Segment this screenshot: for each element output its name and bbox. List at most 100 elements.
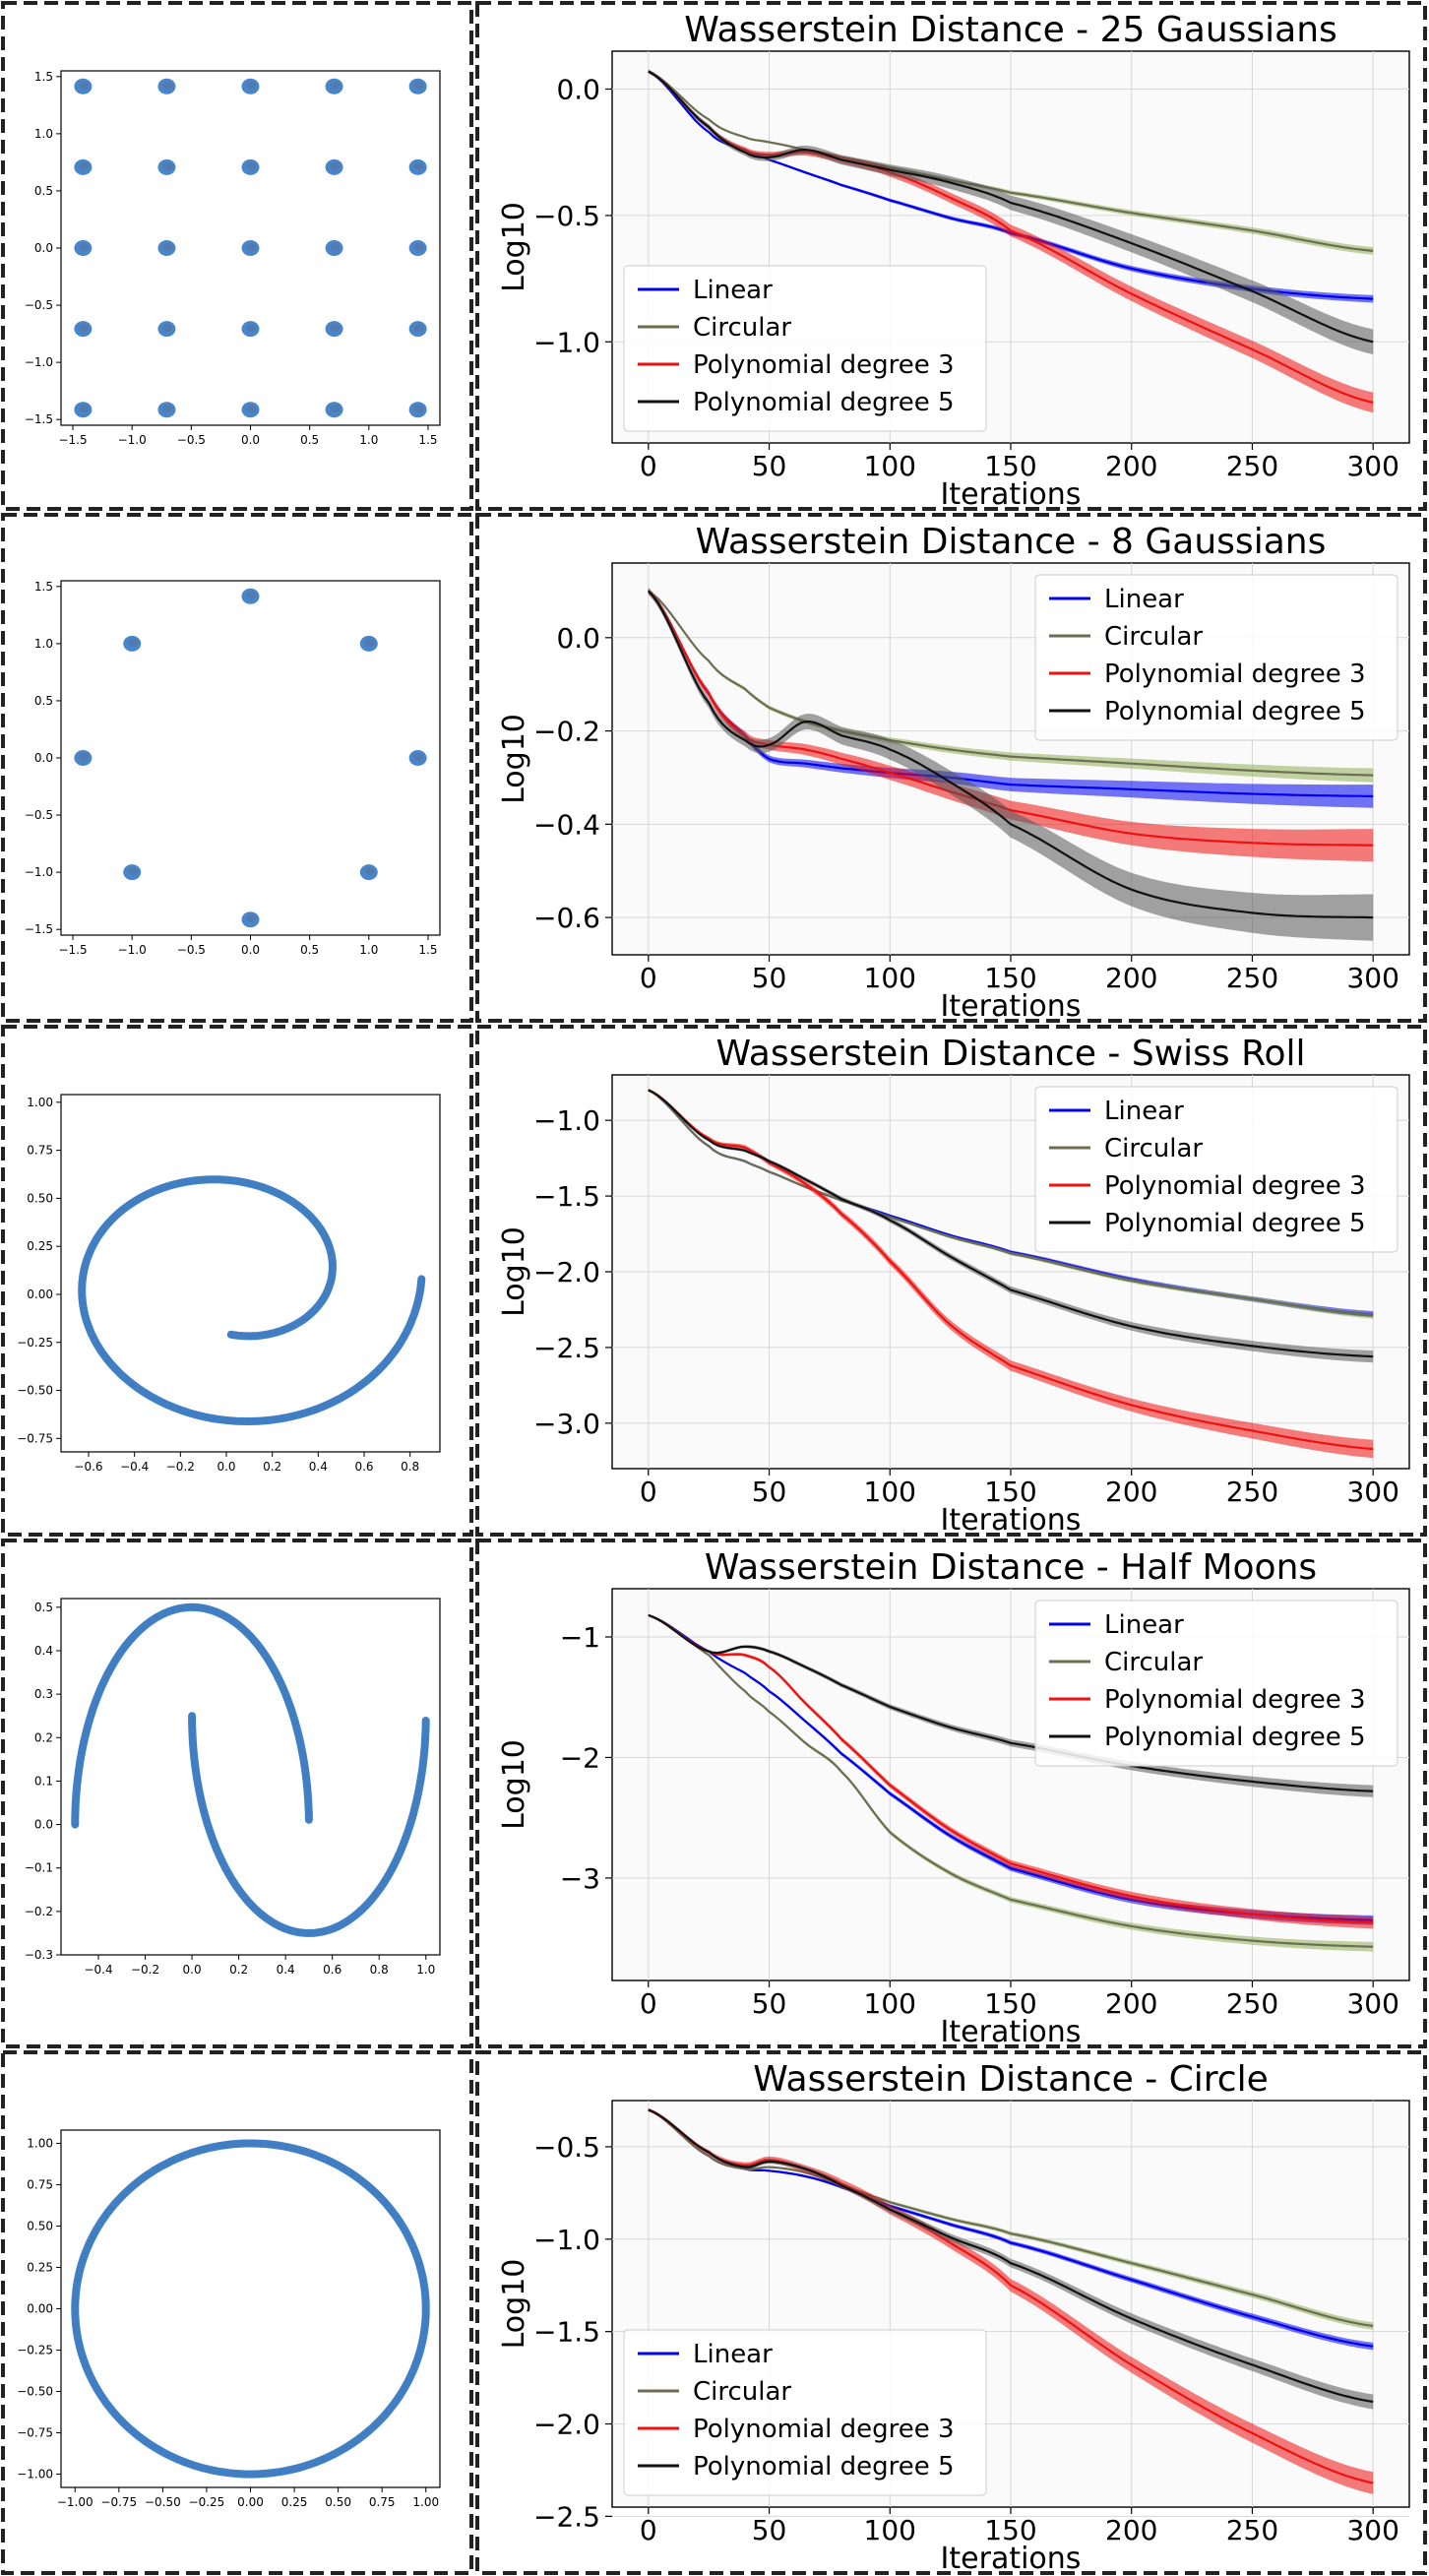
scatter-points: [74, 588, 427, 928]
y-tick-label: −2.0: [533, 1256, 600, 1288]
series-line-linear: [648, 2108, 1374, 2348]
confidence-band-poly3: [648, 1614, 1374, 1929]
x-tick-label: 50: [752, 1476, 787, 1508]
x-tick-label: 50: [752, 962, 787, 994]
point-cluster-core: [79, 161, 90, 170]
point-cluster-core: [79, 324, 90, 333]
scatter-axes: [60, 1094, 441, 1453]
y-axis-label: Log10: [497, 2259, 531, 2350]
y-tick-label: −1.5: [533, 2316, 600, 2349]
chart-title: Wasserstein Distance - Half Moons: [705, 1547, 1317, 1588]
x-tick-label: 1.0: [416, 1963, 435, 1977]
x-tick-label: 100: [864, 962, 916, 994]
y-tick-label: 0.2: [34, 1730, 53, 1744]
x-tick-label: 0.5: [300, 943, 319, 957]
x-tick-label: 0: [640, 1476, 657, 1508]
scatter-chart-25-gaussians: −1.5 −1.0 −0.5 0.0 0.5 1.0 1.5 −1.5 −1.0 −0.5 0.0 0…: [25, 70, 441, 447]
legend-label: Circular: [1104, 1648, 1203, 1677]
frame-left-2: [1, 1025, 473, 1537]
confidence-band-poly5: [648, 2108, 1374, 2410]
x-tick-label: −0.50: [145, 2495, 181, 2509]
x-tick-label: −0.25: [189, 2495, 225, 2509]
point-cluster-core: [246, 161, 257, 170]
frame-left-1: [1, 513, 473, 1023]
legend: Linear Circular Polynomial degree 3 Polynom…: [623, 265, 987, 432]
y-tick-label: 0.75: [27, 2177, 53, 2191]
point-cluster-core: [364, 638, 375, 647]
x-tick-label: 0: [640, 1987, 657, 2020]
y-tick-label: 1.5: [34, 70, 53, 84]
x-tick-label: 0: [640, 962, 657, 994]
y-tick-label: −2.5: [533, 2500, 600, 2533]
x-tick-label: 50: [752, 1987, 787, 2020]
y-tick-label: −1.0: [533, 1104, 600, 1137]
chart-title: Wasserstein Distance - 8 Gaussians: [696, 522, 1327, 562]
x-tick-label: 0.4: [277, 1963, 295, 1977]
point-cluster-core: [413, 324, 424, 333]
frame-left-3: [1, 1539, 473, 2048]
legend: Linear Circular Polynomial degree 3 Polynom…: [1034, 1600, 1398, 1767]
x-tick-label: 200: [1105, 2514, 1157, 2546]
legend-box: [1034, 574, 1398, 741]
x-tick-label: 100: [864, 2514, 916, 2546]
y-tick-label: −0.5: [25, 808, 53, 822]
legend-label: Polynomial degree 5: [693, 2452, 955, 2482]
frame-right-1: [475, 513, 1427, 1023]
y-tick-label: −1.0: [25, 355, 53, 369]
y-tick-label: 0.75: [27, 1144, 53, 1158]
legend: Linear Circular Polynomial degree 3 Polynom…: [623, 2329, 987, 2496]
point-cluster-core: [162, 405, 173, 413]
x-tick-label: 250: [1226, 450, 1278, 482]
x-axis-label: Iterations: [941, 989, 1082, 1024]
scatter-chart-swiss-roll: −0.6 −0.4 −0.2 0.0 0.2 0.4 0.6 0.8 −0.75 −0.50 −0.…: [17, 1094, 441, 1474]
legend-label: Circular: [1104, 1134, 1203, 1163]
x-tick-label: 300: [1346, 2514, 1398, 2546]
x-tick-label: 100: [864, 450, 916, 482]
y-tick-label: 0.4: [34, 1644, 53, 1658]
point-cluster-core: [246, 914, 257, 923]
x-tick-label: 1.0: [359, 433, 378, 447]
point-cluster-core: [413, 405, 424, 413]
legend-label: Polynomial degree 5: [1104, 1723, 1366, 1752]
x-tick-label: 200: [1105, 450, 1157, 482]
scatter-points: [71, 2139, 430, 2479]
x-tick-label: −0.5: [177, 433, 206, 447]
y-tick-label: −0.2: [25, 1905, 53, 1918]
chart-title: Wasserstein Distance - Circle: [753, 2059, 1268, 2100]
y-tick-label: −0.25: [17, 2344, 53, 2357]
x-tick-label: 0.0: [183, 1963, 202, 1977]
y-tick-label: 0.5: [34, 694, 53, 708]
point-cluster-core: [246, 81, 257, 90]
legend-box: [623, 265, 987, 432]
y-tick-label: −1.5: [25, 922, 53, 936]
point-cluster-core: [413, 753, 424, 761]
y-tick-label: −0.1: [25, 1861, 53, 1875]
frame-right-3: [475, 1539, 1427, 2048]
y-tick-label: −3: [560, 1862, 600, 1895]
x-tick-label: 0.0: [241, 433, 260, 447]
x-tick-label: 1.5: [418, 943, 437, 957]
x-tick-label: 300: [1346, 1476, 1398, 1508]
legend-label: Linear: [693, 276, 773, 305]
x-tick-label: 150: [984, 1476, 1036, 1508]
series-line-poly5: [648, 1089, 1374, 1358]
confidence-band-poly5: [648, 587, 1374, 941]
x-tick-label: −0.4: [120, 1460, 149, 1474]
y-tick-label: −0.75: [17, 1431, 53, 1445]
x-tick-label: 0.6: [323, 1963, 342, 1977]
confidence-band-poly3: [648, 2107, 1374, 2494]
y-tick-label: 0.0: [556, 622, 600, 655]
frame-right-2: [475, 1025, 1427, 1537]
scatter-points: [71, 1602, 430, 1937]
y-tick-label: 0.0: [556, 74, 600, 106]
point-cluster-core: [162, 324, 173, 333]
x-tick-label: −1.0: [118, 943, 147, 957]
y-tick-label: 0.5: [34, 184, 53, 198]
chart-title: Wasserstein Distance - 25 Gaussians: [684, 10, 1337, 50]
y-tick-label: −0.4: [533, 808, 600, 841]
y-tick-label: −0.3: [25, 1948, 53, 1962]
y-tick-label: −1.5: [25, 412, 53, 426]
y-tick-label: −1.0: [25, 865, 53, 879]
y-tick-label: −0.50: [17, 2385, 53, 2399]
